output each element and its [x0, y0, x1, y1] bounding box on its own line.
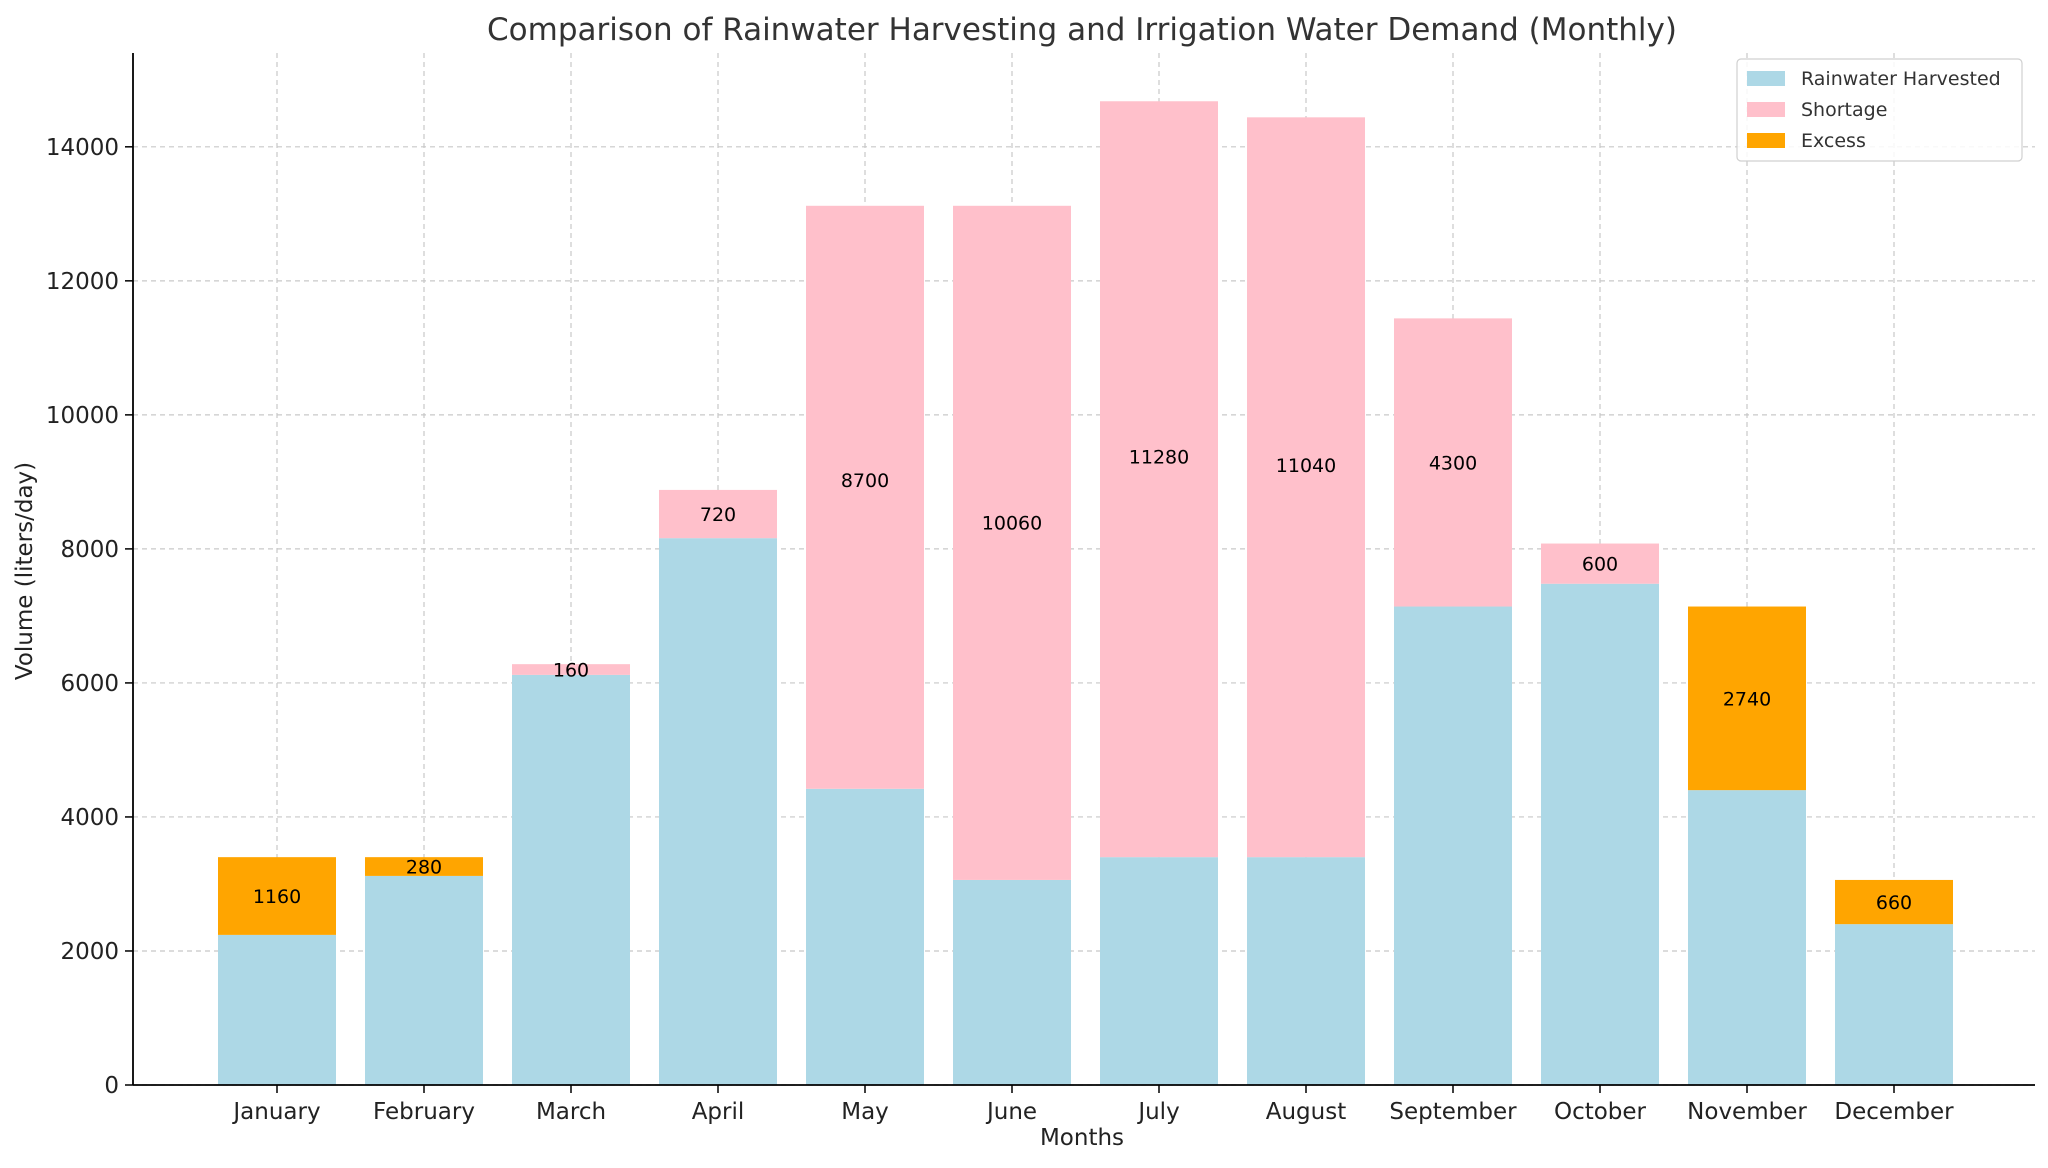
y-tick-label: 12000 [46, 269, 119, 295]
data-labels-layer: 1160 280 160 720 8700 10060 11280 11040 4300 600 2… [253, 447, 1912, 915]
bar-rainwater-harvested [806, 788, 924, 1085]
data-label: 4300 [1429, 452, 1477, 474]
bar-shortage [1100, 101, 1218, 858]
bar-rainwater-harvested [512, 674, 630, 1085]
bar-rainwater-harvested [953, 879, 1071, 1085]
x-axis-label: Months [1040, 1125, 1124, 1151]
y-tick-label: 10000 [46, 403, 119, 429]
bar-excess [1688, 606, 1806, 791]
data-label: 11040 [1276, 455, 1336, 477]
bar-shortage [806, 205, 924, 789]
data-label: 10060 [982, 513, 1042, 535]
bar-rainwater-harvested [1247, 857, 1365, 1085]
bar-shortage [953, 205, 1071, 880]
y-tick-label: 4000 [60, 805, 119, 831]
legend-box [1736, 58, 2023, 162]
chart-title: Comparison of Rainwater Harvesting and I… [487, 12, 1677, 48]
bar-rainwater-harvested [1835, 924, 1953, 1085]
bar-shortage [1541, 543, 1659, 584]
legend-swatch [1747, 133, 1785, 148]
x-tick-label: April [692, 1099, 745, 1125]
y-tick-label: 0 [104, 1073, 119, 1099]
x-tick-label: January [231, 1099, 320, 1125]
legend-entry-label: Rainwater Harvested [1801, 68, 2001, 90]
y-tick-label: 8000 [60, 537, 119, 563]
x-tick-label: September [1389, 1099, 1517, 1125]
y-tick-label: 6000 [60, 671, 119, 697]
x-tick-label: February [373, 1099, 475, 1125]
bar-shortage [1247, 117, 1365, 858]
data-label: 160 [553, 660, 589, 682]
bar-rainwater-harvested [365, 875, 483, 1085]
bar-shortage [1394, 318, 1512, 607]
x-tick-label: March [536, 1099, 606, 1125]
x-tick-label: June [985, 1099, 1037, 1125]
legend-swatch [1747, 102, 1785, 117]
bar-excess [365, 857, 483, 876]
data-label: 8700 [841, 470, 889, 492]
y-tick-label: 14000 [46, 135, 119, 161]
x-tick-label: August [1266, 1099, 1347, 1125]
bar-rainwater-harvested [1100, 857, 1218, 1085]
x-tick-label: November [1687, 1099, 1807, 1125]
x-tick-label: October [1554, 1099, 1647, 1125]
data-label: 720 [700, 504, 736, 526]
data-label: 600 [1582, 554, 1618, 576]
bar-rainwater-harvested [659, 538, 777, 1085]
legend-entry-label: Shortage [1801, 99, 1887, 121]
bar-rainwater-harvested [218, 934, 336, 1085]
x-tick-label: December [1834, 1099, 1954, 1125]
bar-rainwater-harvested [1688, 790, 1806, 1085]
bar-rainwater-harvested [1394, 606, 1512, 1085]
bar-excess [1835, 879, 1953, 925]
data-label: 11280 [1129, 447, 1189, 469]
y-axis-label: Volume (liters/day) [12, 462, 38, 680]
x-tick-label: May [841, 1099, 889, 1125]
legend-entry-label: Excess [1801, 130, 1866, 152]
data-label: 660 [1876, 892, 1912, 914]
bars-layer [218, 101, 1953, 1085]
bar-rainwater-harvested [1541, 583, 1659, 1085]
data-label: 1160 [253, 886, 301, 908]
bar-excess [218, 857, 336, 935]
legend: Rainwater Harvested Shortage Excess [1736, 58, 2023, 162]
bar-shortage [512, 664, 630, 675]
data-label: 280 [406, 857, 442, 879]
axes-layer: Comparison of Rainwater Harvesting and I… [12, 12, 2035, 1151]
bar-shortage [659, 489, 777, 539]
legend-swatch [1747, 71, 1785, 86]
y-tick-label: 2000 [60, 939, 119, 965]
data-label: 2740 [1723, 688, 1771, 710]
x-tick-label: July [1136, 1099, 1179, 1125]
